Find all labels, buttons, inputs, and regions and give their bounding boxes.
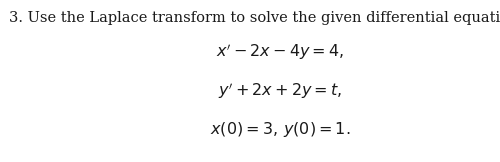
Text: $x(0) = 3,\, y(0) = 1.$: $x(0) = 3,\, y(0) = 1.$ [210, 120, 350, 139]
Text: 3. Use the Laplace transform to solve the given differential equation.: 3. Use the Laplace transform to solve th… [9, 11, 500, 25]
Text: $y^{\prime} + 2x + 2y = t,$: $y^{\prime} + 2x + 2y = t,$ [218, 81, 342, 101]
Text: $x^{\prime} - 2x - 4y = 4,$: $x^{\prime} - 2x - 4y = 4,$ [216, 42, 344, 62]
